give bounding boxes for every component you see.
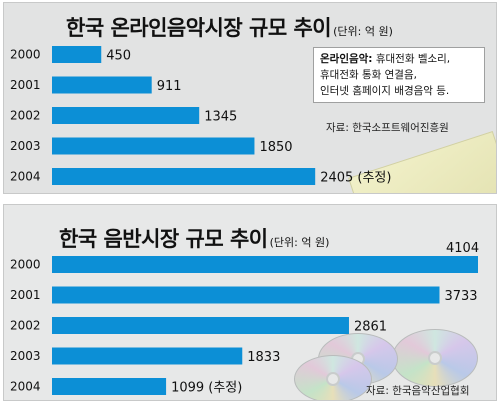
year-tick-label: 2001	[10, 288, 41, 302]
year-tick-label: 2003	[10, 139, 41, 153]
year-tick-label: 2004	[10, 170, 41, 184]
year-tick-label: 2003	[10, 349, 41, 363]
year-tick-label: 2001	[10, 78, 41, 92]
year-tick-label: 2000	[10, 258, 41, 272]
bar-2004	[52, 378, 167, 395]
online-music-bars: 2000 450 2001 911 2002 1345 2003 1850 2004 2405 (…	[10, 46, 391, 186]
bar-2003	[52, 137, 255, 155]
chart-source: 자료: 한국소프트웨어진흥원	[326, 122, 449, 134]
bar-2001	[52, 286, 440, 304]
record-market-chart-panel: 한국 음반시장 규모 추이 (단위: 억 원) 2000 4104 2001 3733 2…	[3, 204, 497, 401]
bar-value-label: 1099 (추정)	[171, 381, 242, 396]
bar-2003	[52, 347, 243, 365]
legend-note-line-3: 인터넷 홈페이지 배경음악 등.	[320, 85, 450, 97]
chart-title-text: 한국 음반시장 규모 추이	[59, 227, 268, 251]
cd-disc-icon	[294, 355, 372, 400]
bar-2000	[52, 256, 478, 273]
online-music-chart-panel: 한국 온라인음악시장 규모 추이 (단위: 억 원) 2000 450 2001 911…	[3, 2, 497, 194]
bar-2004	[52, 168, 316, 185]
bar-value-label: 2405 (추정)	[320, 171, 391, 186]
bar-2000	[52, 46, 102, 63]
bar-2002	[52, 107, 200, 124]
year-tick-label: 2004	[10, 380, 41, 394]
bar-value-label: 1345	[204, 110, 237, 125]
bar-value-label: 1833	[247, 350, 280, 365]
year-tick-label: 2002	[10, 319, 41, 333]
bar-value-label: 4104	[446, 241, 479, 256]
chart-title: 한국 음반시장 규모 추이 (단위: 억 원)	[59, 223, 329, 253]
legend-note-line-2: 휴대전화 통화 연결음,	[320, 69, 417, 81]
cd-disc-icon	[392, 329, 478, 387]
bar-2001	[52, 76, 152, 94]
legend-note-line-1: 휴대전화 벨소리,	[375, 53, 451, 65]
bar-2002	[52, 317, 349, 334]
year-tick-label: 2002	[10, 109, 41, 123]
chart-title-text: 한국 온라인음악시장 규모 추이	[66, 16, 332, 40]
bar-value-label: 2861	[354, 320, 387, 335]
year-tick-label: 2000	[10, 48, 41, 62]
bar-value-label: 1850	[259, 140, 292, 155]
bar-value-label: 450	[106, 49, 131, 64]
bar-value-label: 911	[157, 79, 182, 94]
chart-title: 한국 온라인음악시장 규모 추이 (단위: 억 원)	[66, 12, 393, 42]
legend-note-term: 온라인음악:	[320, 53, 373, 65]
chart-source: 자료: 한국음악산업협회	[366, 385, 470, 397]
chart-unit: (단위: 억 원)	[269, 236, 330, 249]
bar-value-label: 3733	[444, 289, 477, 304]
chart-unit: (단위: 억 원)	[333, 25, 393, 38]
record-market-bars: 2000 4104 2001 3733 2002 2861 2003 1833 2004 1099…	[10, 241, 479, 396]
legend-note-box: 온라인음악: 휴대전화 벨소리, 휴대전화 통화 연결음, 인터넷 홈페이지 배…	[313, 47, 485, 103]
